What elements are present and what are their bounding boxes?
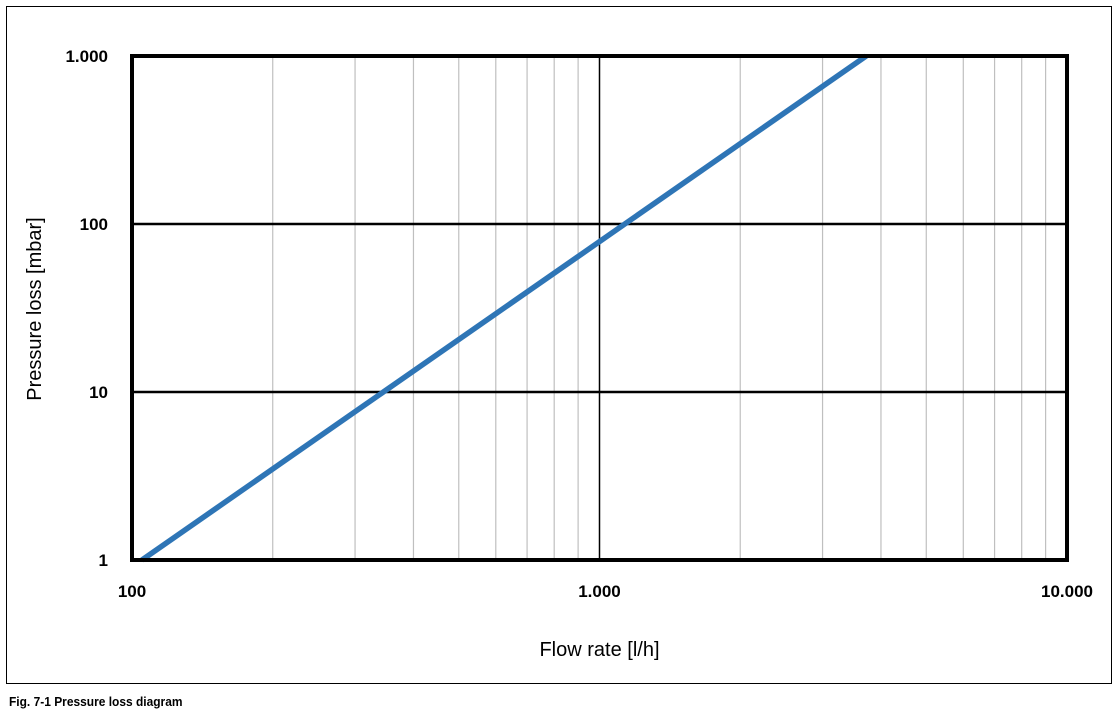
y-tick-label: 1.000 bbox=[65, 47, 108, 66]
y-axis-ticks: 1 10 100 1.000 bbox=[65, 47, 108, 570]
pressure-loss-chart: 100 1.000 10.000 1 10 100 1.000 Flow rate [l/… bbox=[24, 47, 1093, 661]
y-tick-label: 10 bbox=[89, 383, 108, 402]
y-tick-label: 1 bbox=[99, 551, 108, 570]
y-tick-label: 100 bbox=[80, 215, 108, 234]
x-axis-ticks: 100 1.000 10.000 bbox=[118, 582, 1093, 601]
y-axis-title: Pressure loss [mbar] bbox=[24, 217, 46, 400]
x-tick-label: 10.000 bbox=[1041, 582, 1093, 601]
x-tick-label: 100 bbox=[118, 582, 146, 601]
figure-frame: 100 1.000 10.000 1 10 100 1.000 Flow rate [l/… bbox=[6, 6, 1112, 684]
x-tick-label: 1.000 bbox=[578, 582, 621, 601]
series-layer bbox=[140, 53, 868, 563]
plot-area-border bbox=[130, 54, 1069, 562]
figure-caption: Fig. 7-1 Pressure loss diagram bbox=[9, 694, 183, 709]
x-axis-title: Flow rate [l/h] bbox=[539, 639, 659, 661]
series-line bbox=[140, 53, 868, 563]
minor-gridlines bbox=[272, 56, 1047, 560]
